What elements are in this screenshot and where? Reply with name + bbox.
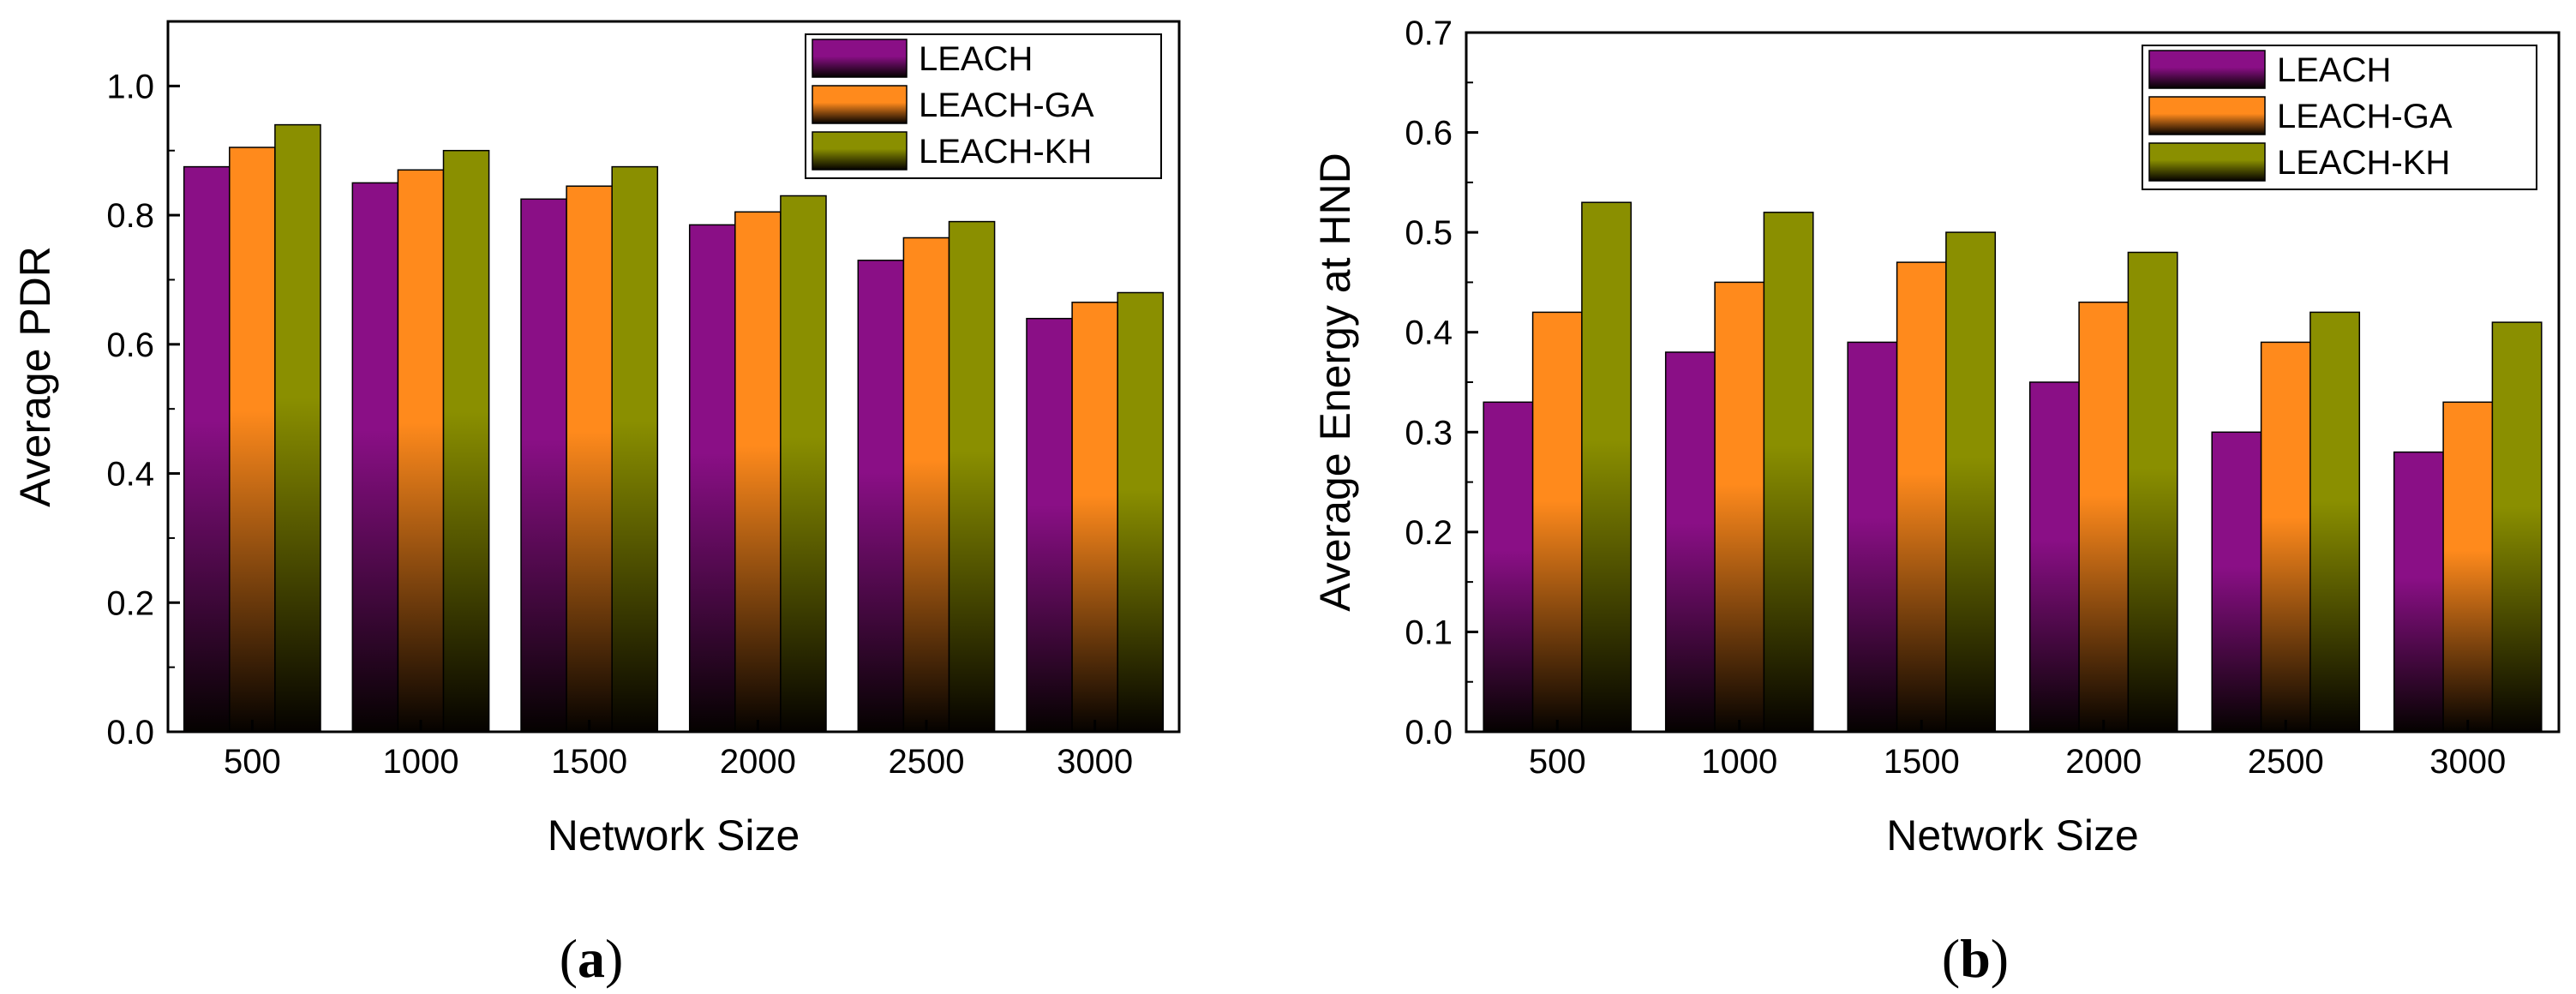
chart-panel-a: 0.0 0.2 0.4 0.6 0.8 1.0 500 1000 1500 2000 2500 300…	[11, 20, 1181, 989]
bar-leach-kh-2000	[780, 195, 827, 733]
x-tick-label: 2000	[720, 743, 796, 781]
panel-label-close: )	[1991, 928, 2009, 989]
bar-leach-1000	[351, 182, 399, 733]
x-tick-label: 2500	[2248, 743, 2324, 781]
x-tick-label: 1000	[383, 743, 459, 781]
x-tick-label: 2500	[889, 743, 965, 781]
bar-leach-kh-2500	[948, 220, 996, 733]
y-tick-label: 0.4	[1405, 314, 1453, 352]
bar-leach-kh-500	[274, 123, 321, 733]
bar-leach-2500	[857, 260, 905, 733]
bar-leach-500	[183, 165, 231, 733]
x-tick-label: 500	[1529, 743, 1586, 781]
legend-swatch-leach	[812, 39, 908, 78]
x-axis-title: Network Size	[548, 811, 800, 859]
plot-frame	[166, 20, 1181, 734]
bar-leach-kh-2500	[2309, 311, 2361, 733]
bar-leach-ga-2000	[2078, 301, 2130, 733]
bars	[183, 123, 1165, 733]
bar-leach-500	[1483, 401, 1534, 733]
bar-leach-kh-3000	[2491, 321, 2543, 733]
y-tick-label: 0.5	[1405, 214, 1453, 252]
y-tick-label: 0.2	[1405, 514, 1453, 552]
x-tick-label: 1000	[1701, 743, 1777, 781]
y-tick-label: 0.7	[1405, 15, 1453, 52]
y-tick-label: 0.2	[106, 584, 154, 622]
legend-swatch-leach	[2148, 50, 2266, 89]
y-tick-label: 1.0	[106, 68, 154, 105]
bar-leach-2000	[2028, 381, 2080, 733]
bar-leach-kh-1000	[442, 149, 490, 733]
y-tick-label: 0.6	[1405, 115, 1453, 153]
bar-leach-kh-1500	[611, 165, 659, 733]
y-axis-title: Average Energy at HND	[1311, 153, 1359, 611]
x-axis-title: Network Size	[1886, 811, 2139, 859]
x-axis: 500 1000 1500 2000 2500 3000	[224, 720, 1133, 781]
legend-label-leach-kh: LEACH-KH	[2277, 144, 2450, 182]
bar-leach-ga-500	[229, 147, 276, 733]
legend: LEACH LEACH-GA LEACH-KH	[2142, 45, 2537, 190]
bar-leach-kh-3000	[1117, 291, 1165, 733]
bar-leach-kh-1500	[1945, 231, 1997, 733]
legend-label-leach: LEACH	[2277, 51, 2391, 89]
panel-label-close: )	[605, 928, 623, 989]
legend-label-leach-ga: LEACH-GA	[919, 87, 1094, 124]
panel-label-open: (	[560, 928, 578, 989]
y-axis: 0.0 0.1 0.2 0.3 0.4 0.5 0.6 0.7	[1405, 15, 1478, 751]
x-tick-label: 3000	[2429, 743, 2506, 781]
x-tick-label: 2000	[2065, 743, 2142, 781]
legend-label-leach: LEACH	[919, 40, 1033, 78]
y-tick-label: 0.6	[106, 326, 154, 364]
bar-leach-ga-500	[1531, 311, 1583, 733]
legend-swatch-leach-kh	[2148, 142, 2266, 182]
bars	[1483, 201, 2543, 733]
y-axis-title: Average PDR	[11, 246, 59, 507]
panel-label: (a)	[560, 928, 624, 989]
bar-leach-2000	[688, 224, 736, 733]
bar-leach-kh-2000	[2127, 251, 2178, 733]
panel-label: (b)	[1942, 928, 2009, 989]
bar-leach-ga-3000	[1071, 302, 1118, 733]
bar-leach-3000	[2393, 451, 2444, 733]
y-tick-label: 0.4	[106, 456, 154, 494]
y-tick-label: 0.1	[1405, 614, 1453, 651]
bar-leach-ga-1500	[1896, 261, 1947, 733]
x-tick-label: 1500	[1884, 743, 1960, 781]
bar-leach-1000	[1664, 351, 1716, 733]
chart-panel-b: 0.0 0.1 0.2 0.3 0.4 0.5 0.6 0.7 500 1000 1500 2000 2…	[1311, 15, 2561, 989]
x-tick-label: 1500	[551, 743, 627, 781]
bar-leach-2500	[2211, 431, 2262, 733]
bar-leach-1500	[1847, 341, 1898, 733]
bar-leach-ga-1000	[397, 169, 445, 733]
y-axis: 0.0 0.2 0.4 0.6 0.8 1.0	[106, 68, 180, 751]
x-tick-label: 500	[224, 743, 281, 781]
legend-swatch-leach-ga	[812, 85, 908, 124]
legend-swatch-leach-ga	[2148, 96, 2266, 135]
x-tick-label: 3000	[1057, 743, 1133, 781]
bar-leach-ga-3000	[2442, 401, 2494, 733]
bar-leach-ga-1500	[566, 185, 613, 733]
y-tick-label: 0.3	[1405, 414, 1453, 452]
bar-leach-1500	[520, 198, 567, 733]
bar-leach-kh-1000	[1763, 212, 1814, 733]
panel-label-letter: b	[1960, 928, 1991, 989]
y-tick-label: 0.0	[106, 714, 154, 751]
panel-label-letter: a	[578, 928, 605, 989]
legend-swatch-leach-kh	[812, 131, 908, 171]
bar-leach-ga-2500	[2260, 341, 2311, 733]
panel-label-open: (	[1942, 928, 1960, 989]
bar-leach-ga-2000	[734, 211, 782, 733]
legend-label-leach-ga: LEACH-GA	[2277, 98, 2453, 135]
y-tick-label: 0.8	[106, 197, 154, 235]
bar-leach-ga-2500	[902, 237, 950, 733]
legend-label-leach-kh: LEACH-KH	[919, 133, 1092, 171]
bar-leach-ga-1000	[1714, 281, 1765, 733]
y-tick-label: 0.0	[1405, 714, 1453, 751]
bar-leach-kh-500	[1581, 201, 1632, 733]
bar-leach-3000	[1026, 317, 1073, 733]
legend: LEACH LEACH-GA LEACH-KH	[805, 33, 1162, 179]
x-axis: 500 1000 1500 2000 2500 3000	[1529, 720, 2506, 781]
